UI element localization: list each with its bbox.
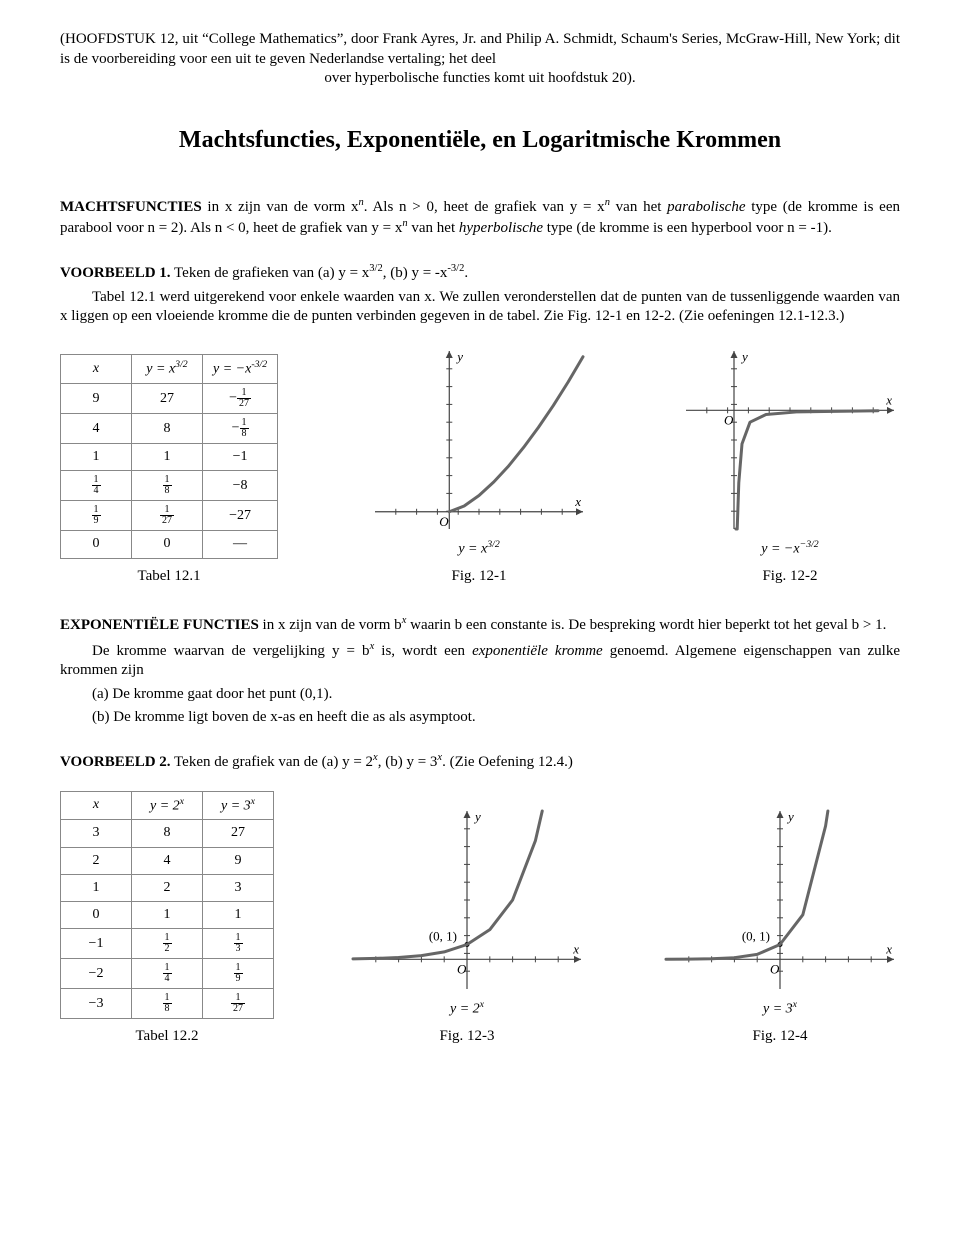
- prop-a: (a) De kromme gaat door het punt (0,1).: [60, 685, 900, 705]
- fig-12-4: xyO(0, 1) y = 3x Fig. 12-4: [660, 805, 900, 1046]
- svg-text:y: y: [740, 349, 748, 364]
- figure-row-1: xy = x3/2y = −x-3/2927−12748−1811−11418−…: [60, 345, 900, 586]
- prop-b: (b) De kromme ligt boven de x-as en heef…: [60, 708, 900, 728]
- section-exponential-2: De kromme waarvan de vergelijking y = bx…: [60, 640, 900, 681]
- fig-12-3-eq: y = 2x: [347, 999, 587, 1019]
- svg-text:y: y: [473, 809, 481, 824]
- svg-text:(0, 1): (0, 1): [429, 929, 457, 944]
- fig-12-1: xyO y = x3/2 Fig. 12-1: [369, 345, 589, 586]
- fig-12-2-eq: y = −x−3/2: [680, 539, 900, 559]
- fig-12-1-eq: y = x3/2: [369, 539, 589, 559]
- svg-text:x: x: [574, 493, 581, 508]
- table-12-2: xy = 2xy = 3x3827249123011−11213−21419−3…: [60, 791, 274, 1047]
- figure-row-2: xy = 2xy = 3x3827249123011−11213−21419−3…: [60, 791, 900, 1047]
- source-note-line1: (HOOFDSTUK 12, uit “College Mathematics”…: [60, 30, 900, 69]
- svg-text:(0, 1): (0, 1): [742, 929, 770, 944]
- voorbeeld-1: VOORBEELD 1. Teken de grafieken van (a) …: [60, 262, 900, 284]
- svg-text:O: O: [439, 513, 449, 528]
- chart: x y O (0, 1): [660, 805, 900, 995]
- table-12-1: xy = x3/2y = −x-3/2927−12748−1811−11418−…: [60, 354, 278, 586]
- source-note-line2: over hyperbolische functies komt uit hoo…: [60, 69, 900, 89]
- page-title: Machtsfuncties, Exponentiële, en Logarit…: [60, 125, 900, 156]
- svg-text:O: O: [457, 962, 467, 977]
- chart: x y O: [369, 345, 589, 535]
- fig-12-3: xyO(0, 1) y = 2x Fig. 12-3: [347, 805, 587, 1046]
- section-head: MACHTSFUNCTIES: [60, 199, 202, 215]
- svg-text:x: x: [885, 392, 892, 407]
- svg-text:y: y: [455, 349, 463, 364]
- fig-12-4-eq: y = 3x: [660, 999, 900, 1019]
- section-power-functions: MACHTSFUNCTIES in x zijn van de vorm xn.…: [60, 196, 900, 239]
- chart: x y O (0, 1): [347, 805, 587, 995]
- voorbeeld-1-body: Tabel 12.1 werd uitgerekend voor enkele …: [60, 288, 900, 327]
- svg-text:x: x: [572, 942, 579, 957]
- value-table: xy = x3/2y = −x-3/2927−12748−1811−11418−…: [60, 354, 278, 558]
- chart: x y O: [680, 345, 900, 535]
- source-note: (HOOFDSTUK 12, uit “College Mathematics”…: [60, 30, 900, 89]
- voorbeeld-2: VOORBEELD 2. Teken de grafiek van de (a)…: [60, 751, 900, 773]
- svg-text:O: O: [770, 962, 780, 977]
- svg-text:y: y: [786, 809, 794, 824]
- fig-12-2: xyO y = −x−3/2 Fig. 12-2: [680, 345, 900, 586]
- svg-text:O: O: [724, 412, 734, 427]
- section-exponential: EXPONENTIËLE FUNCTIES in x zijn van de v…: [60, 614, 900, 636]
- value-table: xy = 2xy = 3x3827249123011−11213−21419−3…: [60, 791, 274, 1020]
- svg-text:x: x: [885, 942, 892, 957]
